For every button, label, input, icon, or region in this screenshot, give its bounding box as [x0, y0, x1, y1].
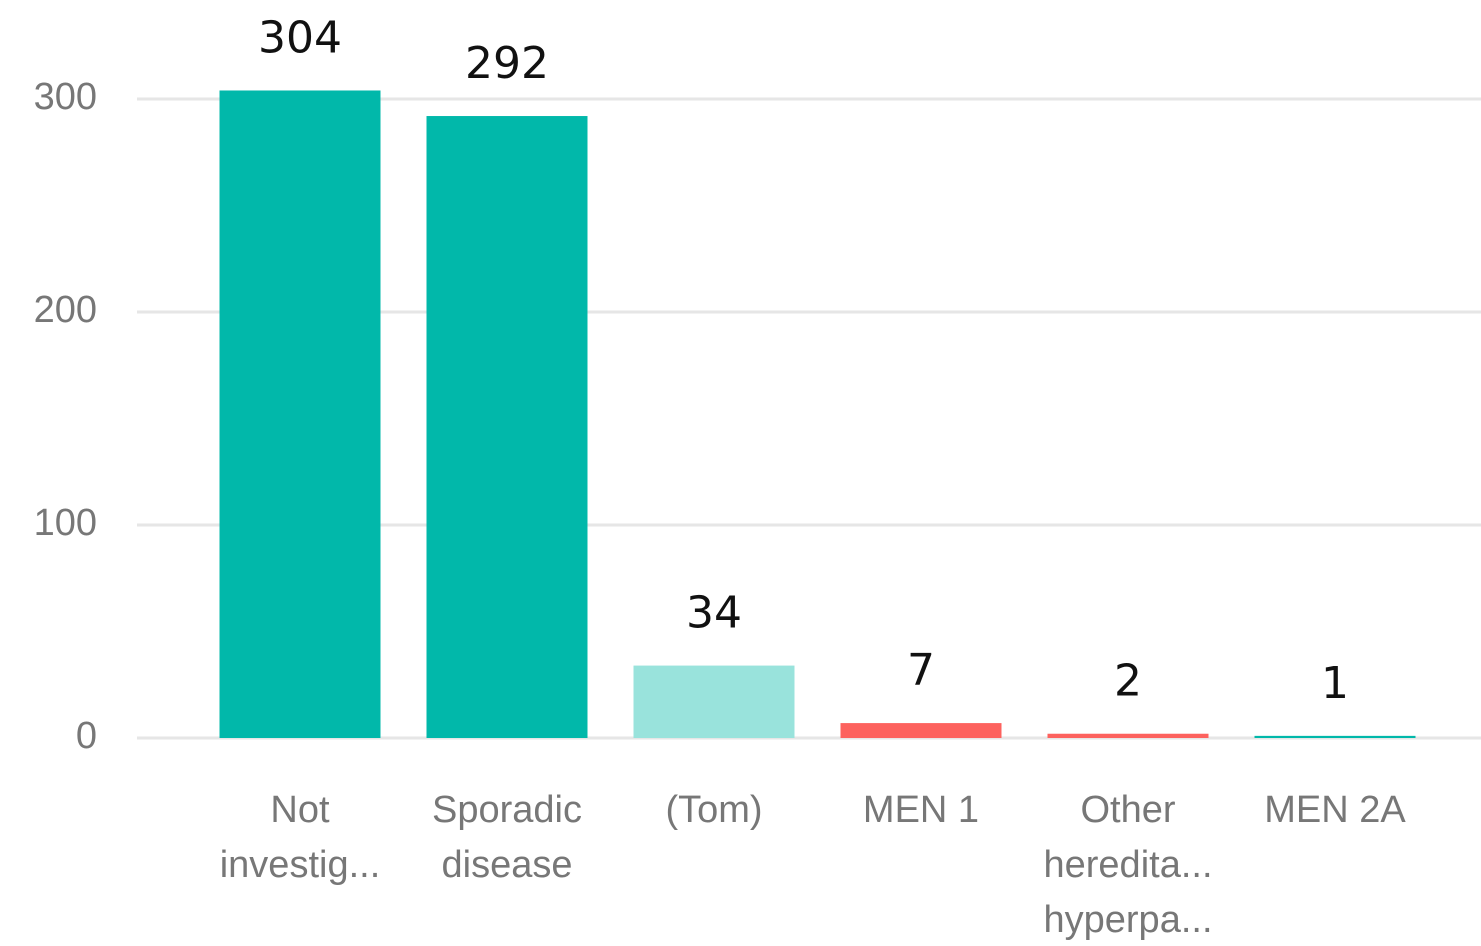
value-label: 1 — [1321, 658, 1349, 709]
x-tick-label: MEN 1 — [863, 789, 979, 831]
value-label: 2 — [1114, 656, 1142, 707]
value-label: 34 — [686, 588, 742, 639]
bar — [840, 723, 1002, 738]
x-tick-label: Not — [270, 789, 330, 831]
bar — [426, 116, 588, 739]
x-tick-label: Sporadic — [432, 789, 582, 831]
y-tick-label: 0 — [76, 715, 97, 757]
bar — [219, 90, 381, 739]
x-tick-label: hyperpa... — [1044, 899, 1213, 941]
bar — [633, 665, 795, 738]
value-label: 304 — [258, 12, 342, 63]
y-tick-label: 300 — [34, 76, 97, 118]
y-tick-label: 200 — [34, 289, 97, 331]
x-tick-label: investig... — [220, 844, 381, 886]
value-label: 7 — [907, 645, 935, 696]
bar — [1047, 733, 1209, 738]
x-tick-label: Other — [1080, 789, 1175, 831]
x-tick-label: disease — [442, 844, 573, 886]
value-label: 292 — [465, 38, 549, 89]
bar — [1254, 735, 1416, 738]
y-tick-label: 100 — [34, 502, 97, 544]
x-tick-label: (Tom) — [665, 789, 762, 831]
x-tick-label: MEN 2A — [1264, 789, 1406, 831]
x-tick-label: heredita... — [1044, 844, 1213, 886]
